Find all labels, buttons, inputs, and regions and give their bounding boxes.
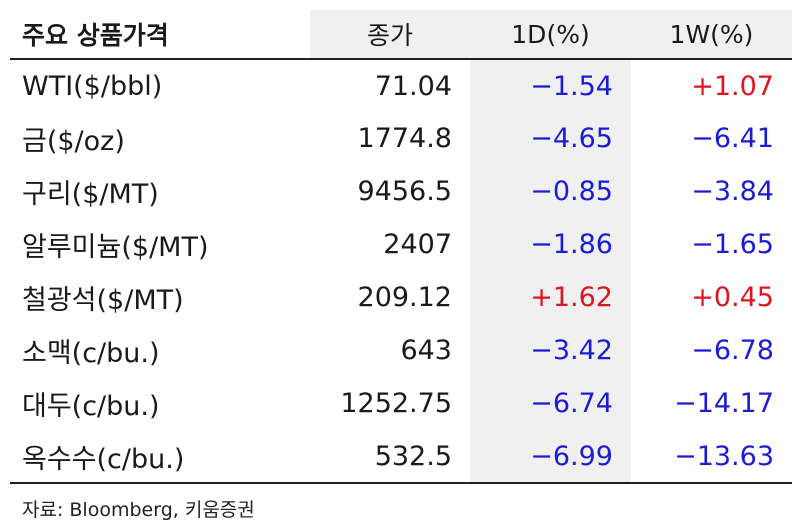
header-1d-change: 1D(%) [511,19,590,49]
change-1d-cell: −4.65 [470,112,631,165]
table-row: 대두(c/bu.) 1252.75 −6.74 −14.17 [10,377,792,430]
close-price-cell: 71.04 [374,70,452,102]
item-name-cell: 알루미늄($/MT) [22,232,209,263]
change-1w-cell: −3.84 [691,176,774,207]
table-header-row: 주요 상품가격 종가 1D(%) 1W(%) [10,10,792,59]
close-price-cell: 2407 [383,229,452,260]
source-note: 자료: Bloomberg, 키움증권 [22,499,255,521]
header-close: 종가 [366,21,413,50]
change-1w-cell: −14.17 [674,388,774,419]
close-price-cell: 1774.8 [357,123,452,154]
change-1w-cell: −6.78 [691,335,774,366]
item-name-cell: 철광석($/MT) [22,285,184,316]
table-row: 금($/oz) 1774.8 −4.65 −6.41 [10,112,792,165]
close-price-cell: 532.5 [374,440,452,472]
table-row: 철광석($/MT) 209.12 +1.62 +0.45 [10,271,792,324]
item-name-cell: 소맥(c/bu.) [22,338,160,369]
table-row: 소맥(c/bu.) 643 −3.42 −6.78 [10,324,792,377]
change-1w-cell: −13.63 [674,440,774,472]
item-name-cell: 대두(c/bu.) [22,391,160,422]
change-1w-cell: −6.41 [691,123,774,154]
close-price-cell: 643 [400,335,452,366]
change-1d-cell: −1.54 [470,59,631,112]
change-1d-cell: −6.99 [470,430,631,483]
change-1d-cell: −3.42 [470,324,631,377]
change-1w-cell: +0.45 [691,282,774,313]
item-name-cell: WTI($/bbl) [22,70,163,102]
change-1d-cell: −6.74 [470,377,631,430]
commodity-price-table: 주요 상품가격 종가 1D(%) 1W(%) WTI($/bbl) 71.04 −1… [10,10,792,484]
close-price-cell: 1252.75 [340,388,452,419]
change-1w-cell: +1.07 [691,70,774,102]
close-price-cell: 9456.5 [357,176,452,207]
change-1d-cell: −0.85 [470,165,631,218]
header-item-name: 주요 상품가격 [10,10,310,59]
change-1d-cell: +1.62 [470,271,631,324]
item-name-cell: 옥수수(c/bu.) [22,443,185,475]
item-name-cell: 금($/oz) [22,126,125,157]
header-1w-change: 1W(%) [669,19,754,49]
change-1d-cell: −1.86 [470,218,631,271]
table-row: 알루미늄($/MT) 2407 −1.86 −1.65 [10,218,792,271]
close-price-cell: 209.12 [357,282,452,313]
table-row: WTI($/bbl) 71.04 −1.54 +1.07 [10,59,792,112]
change-1w-cell: −1.65 [691,229,774,260]
table-row: 구리($/MT) 9456.5 −0.85 −3.84 [10,165,792,218]
table-row: 옥수수(c/bu.) 532.5 −6.99 −13.63 [10,430,792,483]
item-name-cell: 구리($/MT) [22,179,159,210]
